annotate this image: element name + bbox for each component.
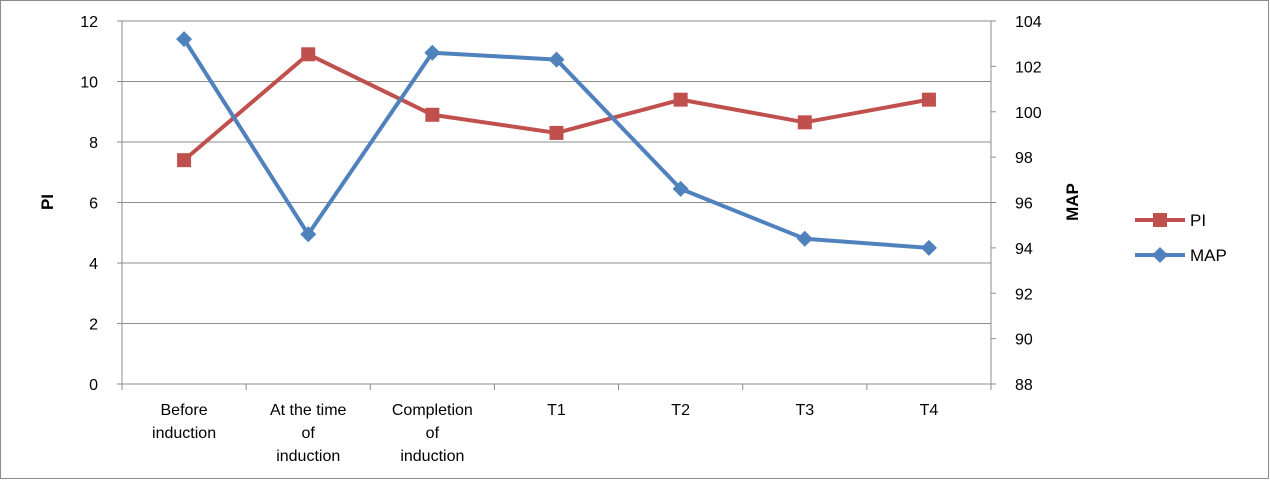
right-tick-label: 90 [1015, 332, 1033, 349]
legend-label-map: MAP [1190, 246, 1227, 265]
legend-label-pi: PI [1190, 211, 1206, 230]
data-point-map [548, 51, 565, 68]
x-tick-label: Completion of induction [392, 402, 473, 465]
data-point-pi [673, 92, 688, 107]
legend-marker-pi [1153, 213, 1167, 227]
legend-item-map: MAP [1135, 246, 1227, 265]
series-pi [177, 47, 936, 168]
right-tick-label: 100 [1015, 105, 1042, 122]
legend-item-pi: PI [1135, 211, 1206, 230]
x-tick-label: T1 [547, 402, 566, 419]
data-point-map [796, 230, 813, 247]
left-tick-label: 6 [89, 196, 98, 213]
left-tick-label: 0 [89, 377, 98, 394]
data-point-map [300, 226, 317, 243]
left-axis-ticks: 0 2 4 6 8 10 12 [80, 14, 122, 394]
x-tick-label: T4 [920, 402, 939, 419]
data-point-map [424, 44, 441, 61]
left-tick-label: 12 [80, 14, 98, 31]
data-point-pi [177, 153, 192, 168]
left-tick-label: 2 [89, 317, 98, 334]
right-tick-label: 98 [1015, 150, 1033, 167]
data-point-map [672, 180, 689, 197]
data-point-pi [549, 125, 564, 140]
right-axis-title: MAP [1063, 183, 1082, 221]
data-point-map [176, 31, 193, 48]
legend: PI MAP [1135, 211, 1227, 265]
data-point-pi [301, 47, 316, 62]
left-tick-label: 10 [80, 75, 98, 92]
series-group [176, 31, 937, 256]
right-tick-label: 104 [1015, 14, 1042, 31]
right-axis-ticks: 88 90 92 94 96 98 100 102 104 [991, 14, 1042, 394]
series-map [176, 31, 937, 256]
x-tick-label: At the time of induction [270, 402, 347, 465]
data-point-pi [797, 115, 812, 130]
left-axis-title: PI [38, 194, 57, 210]
data-point-map [920, 239, 937, 256]
right-tick-label: 94 [1015, 241, 1033, 258]
x-tick-label: T2 [671, 402, 690, 419]
left-tick-label: 8 [89, 135, 98, 152]
data-point-pi [921, 92, 936, 107]
right-tick-label: 92 [1015, 286, 1033, 303]
right-tick-label: 96 [1015, 196, 1033, 213]
legend-marker-map [1152, 247, 1168, 263]
right-tick-label: 88 [1015, 377, 1033, 394]
right-tick-label: 102 [1015, 59, 1042, 76]
x-tick-label: Before induction [152, 402, 216, 442]
x-axis-ticks: Before induction At the time of induction Com… [152, 402, 938, 465]
left-tick-label: 4 [89, 256, 98, 273]
data-point-pi [425, 107, 440, 122]
x-tick-label: T3 [795, 402, 814, 419]
